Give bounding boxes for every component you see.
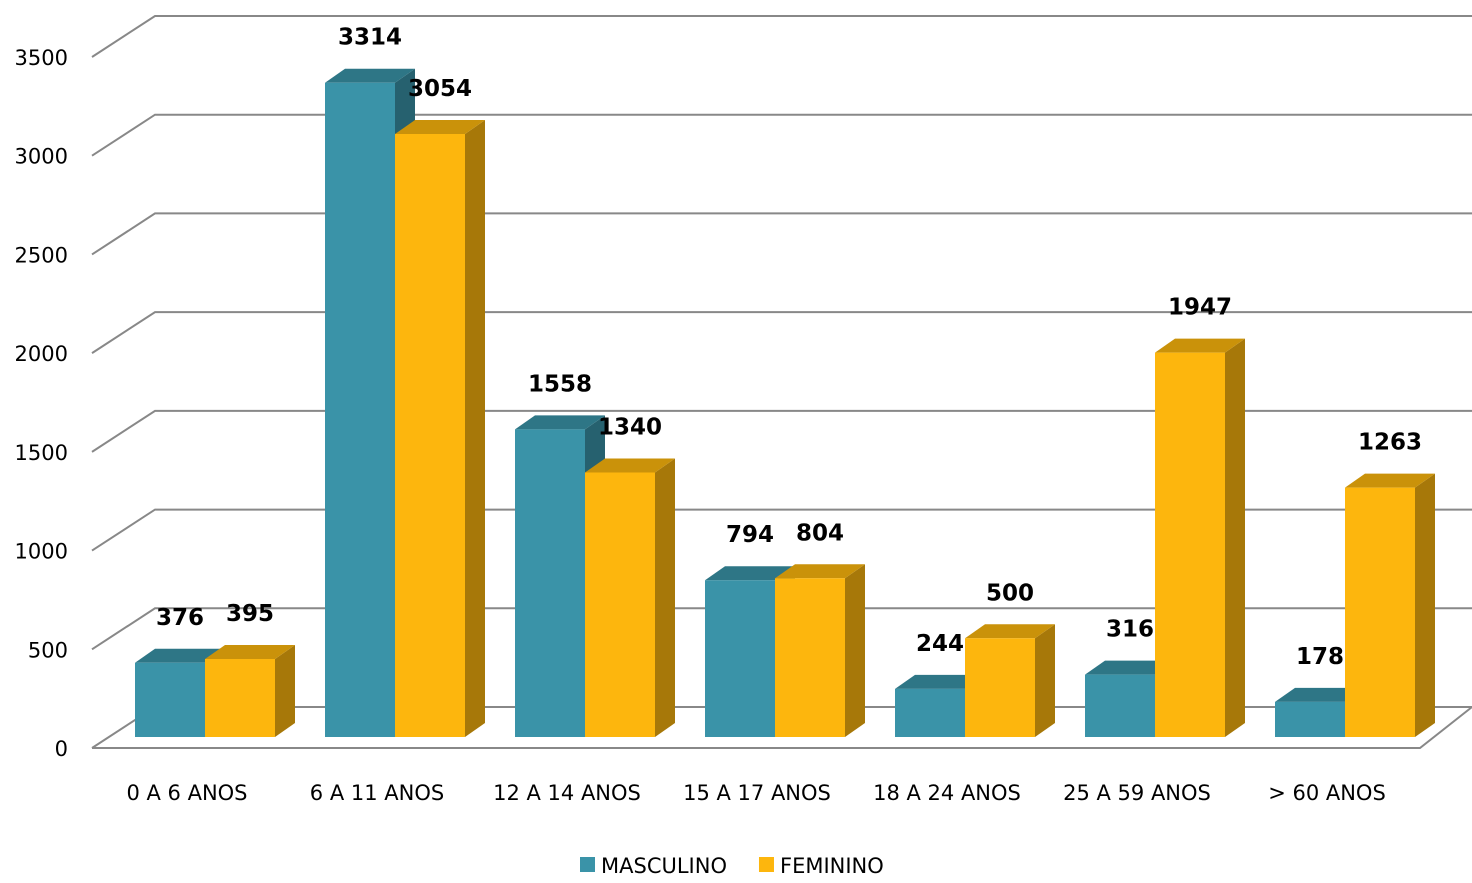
value-label: 3054 <box>408 76 472 102</box>
bar-face <box>585 458 675 473</box>
bar-face <box>1345 487 1415 737</box>
bar-face <box>1085 660 1175 675</box>
bar-face <box>325 68 415 83</box>
bar <box>585 458 675 737</box>
value-label: 1947 <box>1168 295 1232 321</box>
bar-face <box>1085 674 1155 737</box>
legend-label: MASCULINO <box>601 854 727 878</box>
bar-face <box>325 82 395 737</box>
bar-face <box>395 120 485 135</box>
floor-edge <box>92 706 1472 749</box>
bar-face <box>655 458 675 737</box>
bar <box>205 645 295 737</box>
grid-line <box>91 508 1472 552</box>
bar-face <box>845 564 865 737</box>
bar-face <box>135 648 225 663</box>
bar-face <box>965 624 1055 639</box>
bar-face <box>1035 624 1055 737</box>
value-label: 395 <box>226 601 274 627</box>
value-label: 316 <box>1106 617 1154 643</box>
bar-face <box>1275 701 1345 737</box>
bar <box>1345 473 1435 737</box>
bar-face <box>205 645 295 660</box>
y-tick-label: 0 <box>55 737 68 761</box>
grid-line <box>91 212 1472 256</box>
bar-face <box>1415 473 1435 737</box>
bar-face <box>775 564 865 579</box>
value-label: 500 <box>986 580 1034 606</box>
bar-face <box>965 638 1035 737</box>
value-label: 804 <box>796 520 844 546</box>
value-label: 178 <box>1296 644 1344 670</box>
y-tick-label: 2500 <box>15 243 68 267</box>
bar-face <box>1155 352 1225 737</box>
value-label: 1558 <box>528 371 592 397</box>
x-tick-label: 18 A 24 ANOS <box>873 781 1021 805</box>
bar <box>775 564 865 737</box>
bar-face <box>895 688 965 737</box>
value-label: 376 <box>156 605 204 631</box>
bar-face <box>1275 687 1365 702</box>
x-tick-label: 6 A 11 ANOS <box>310 781 444 805</box>
bar-face <box>395 134 465 737</box>
value-label: 794 <box>726 522 774 548</box>
value-label: 244 <box>916 631 964 657</box>
y-tick-label: 3000 <box>15 145 68 169</box>
x-tick-label: 15 A 17 ANOS <box>683 781 831 805</box>
bar-face <box>135 662 205 737</box>
y-tick-label: 3500 <box>15 46 68 70</box>
bar-face <box>515 429 585 737</box>
value-label: 1340 <box>598 414 662 440</box>
bar-face <box>895 674 985 689</box>
bar-face <box>775 578 845 737</box>
y-tick-label: 1500 <box>15 441 68 465</box>
bar-face <box>1225 338 1245 737</box>
x-tick-label: > 60 ANOS <box>1268 781 1386 805</box>
bar <box>965 624 1055 737</box>
legend-swatch <box>580 857 595 872</box>
x-tick-label: 0 A 6 ANOS <box>126 781 247 805</box>
grid-line <box>91 15 1472 58</box>
bar-face <box>585 472 655 737</box>
bar-face <box>705 580 775 737</box>
grid-line <box>91 409 1472 453</box>
bar-face <box>205 659 275 737</box>
value-label: 1263 <box>1358 430 1422 456</box>
bar-face <box>705 566 795 581</box>
bar <box>395 120 485 737</box>
bar-face <box>465 120 485 737</box>
bar-face <box>515 415 605 430</box>
y-tick-label: 500 <box>28 638 68 662</box>
legend-swatch <box>758 857 774 872</box>
bar-face <box>1345 473 1435 488</box>
x-tick-label: 12 A 14 ANOS <box>493 781 641 805</box>
value-label: 3314 <box>338 25 402 51</box>
grid-line <box>91 311 1472 354</box>
y-tick-label: 1000 <box>15 540 68 564</box>
grid-line <box>91 607 1472 651</box>
legend-label: FEMININO <box>780 854 884 878</box>
bar-face <box>275 645 295 737</box>
bar-face <box>1155 338 1245 353</box>
bar <box>1155 338 1245 737</box>
x-tick-label: 25 A 59 ANOS <box>1063 781 1211 805</box>
grid-line <box>91 113 1472 157</box>
y-tick-label: 2000 <box>15 342 68 366</box>
